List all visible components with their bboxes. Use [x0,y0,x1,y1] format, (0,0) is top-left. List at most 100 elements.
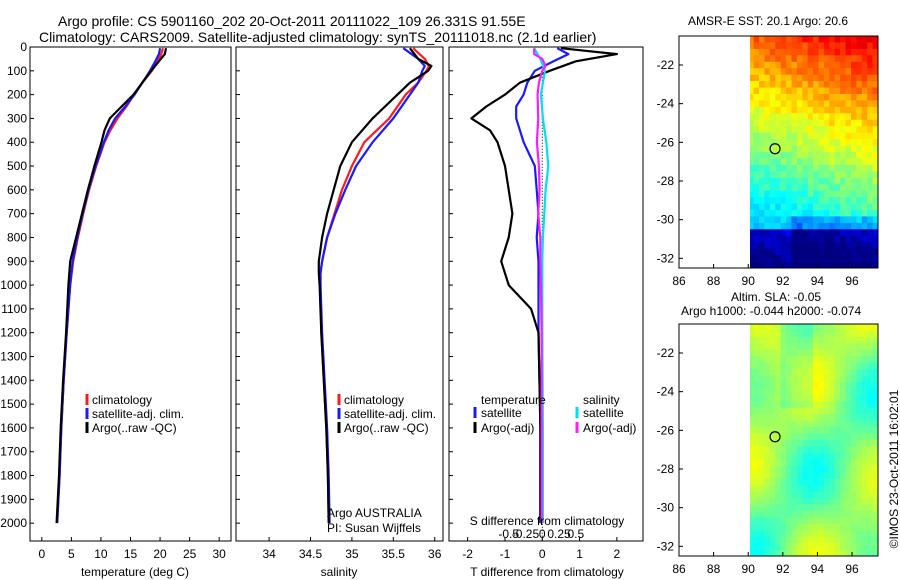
map-cell [834,420,841,428]
map-cell [807,440,814,447]
map-cell [750,48,755,56]
map-cell [764,330,771,338]
depth-tick-label: 1100 [1,302,27,316]
map-cell [823,48,830,56]
map-cell [867,401,874,409]
map-cell [840,549,847,556]
map-cell [845,190,852,198]
map-cell [802,498,809,505]
map-cell [780,324,787,331]
map-cell [775,336,782,344]
map-cell [764,433,771,441]
map-cell [750,536,755,544]
map-cell [780,369,787,377]
map-cell [750,427,755,435]
map-cell [856,536,863,544]
map-cell [796,216,803,224]
map-cell [867,465,874,473]
map-cell [818,356,825,364]
map-cell [834,388,841,396]
map-cell [829,222,836,230]
map-cell [818,126,825,134]
argo-location-marker [769,431,781,443]
map-cell [845,446,852,454]
map-cell [759,420,765,428]
map-cell [867,210,874,217]
map-cell [823,248,830,256]
map-cell [796,203,803,211]
map-cell [791,68,798,76]
map-cell [823,210,830,217]
map-cell [791,184,798,192]
map-cell [823,216,830,224]
map-cell [872,126,878,134]
map-cell [851,68,857,76]
map-cell [845,229,852,237]
map-cell [840,242,847,250]
map-cell [834,261,841,268]
map-cell [851,152,857,159]
map-cell [775,491,782,499]
map-cell [861,171,868,179]
map-cell [861,81,868,89]
map-cell [818,248,825,256]
map-cell [851,382,857,389]
map-cell [786,414,793,422]
map-cell [867,420,874,428]
map-cell [796,152,803,159]
map-cell [750,158,755,166]
map-cell [867,362,874,370]
map-cell [764,216,771,224]
map-cell [818,375,825,383]
map-cell [818,235,825,243]
map-cell [775,36,782,43]
map-cell [759,459,765,467]
map-cell [786,235,793,243]
map-cell [764,362,771,370]
map-cell [840,132,847,140]
map-cell [823,388,830,396]
map-cell [791,478,798,486]
map-cell [856,491,863,499]
map-cell [796,336,803,344]
map-cell [802,36,809,43]
map-cell [802,336,809,344]
map-cell [861,158,868,166]
map-cell [791,504,798,512]
map-cell [834,158,841,166]
map-cell [818,55,825,63]
map-cell [780,261,787,268]
map-cell [834,87,841,95]
map-cell [872,74,878,82]
map-cell [775,132,782,140]
map-cell [780,171,787,179]
map-cell [769,229,776,237]
map-cell [791,388,798,396]
map-cell [764,74,771,82]
map-cell [840,401,847,409]
map-cell [802,222,809,230]
map-cell [872,504,878,512]
map-cell [840,523,847,531]
map-cell [753,171,760,179]
map-cell [750,242,755,250]
map-cell [872,446,878,454]
map-cell [856,203,863,211]
map-cell [840,139,847,147]
map-cell [867,113,874,121]
x-tick-label: 36 [428,547,442,561]
map-cell [840,36,847,43]
map-cell [753,510,760,518]
map-cell [867,433,874,441]
map-cell [807,68,814,76]
map-cell [829,139,836,147]
map-cell [775,446,782,454]
map-cell [834,510,841,518]
map-cell [791,55,798,63]
map-cell [807,42,814,50]
map-cell [829,229,836,237]
map-cell [786,36,793,43]
map-cell [818,61,825,69]
map-cell [851,394,857,402]
map-cell [786,229,793,237]
